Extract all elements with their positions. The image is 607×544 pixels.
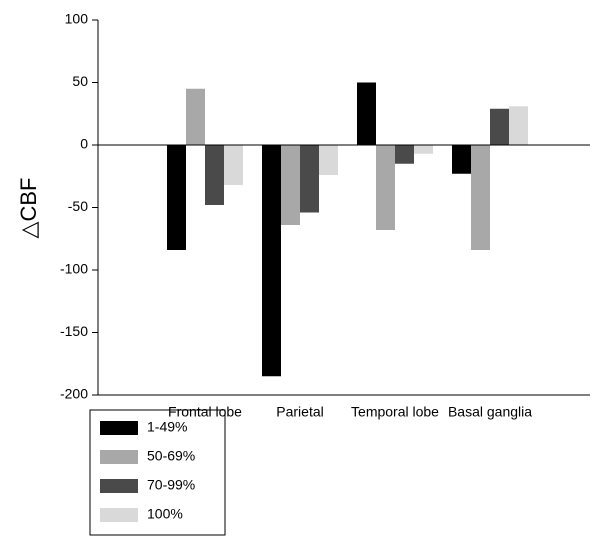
bar <box>376 145 395 230</box>
legend-label: 1-49% <box>147 419 187 435</box>
bar <box>509 106 528 145</box>
bar <box>490 108 509 145</box>
legend-label: 50-69% <box>147 448 195 464</box>
y-axis-label: △CBF <box>16 178 41 239</box>
bar <box>471 145 490 250</box>
bar <box>357 82 376 145</box>
y-tick-label: 50 <box>72 73 88 89</box>
bar <box>167 145 186 250</box>
y-tick-label: -100 <box>60 261 88 277</box>
legend-label: 70-99% <box>147 477 195 493</box>
bar <box>205 145 224 205</box>
bar <box>262 145 281 377</box>
x-tick-label: Parietal <box>276 404 323 420</box>
bar <box>224 145 243 185</box>
legend-swatch <box>100 479 138 493</box>
y-tick-label: -150 <box>60 323 88 339</box>
y-tick-label: -50 <box>68 198 88 214</box>
x-tick-label: Temporal lobe <box>351 404 439 420</box>
legend-label: 100% <box>147 506 183 522</box>
bar <box>300 145 319 213</box>
y-tick-label: 100 <box>65 11 89 27</box>
y-tick-label: 0 <box>80 136 88 152</box>
x-tick-label: Frontal lobe <box>168 404 242 420</box>
legend-swatch <box>100 450 138 464</box>
bar <box>452 145 471 174</box>
bar <box>319 145 338 175</box>
bar <box>395 145 414 164</box>
bar <box>186 88 205 145</box>
legend-swatch <box>100 508 138 522</box>
bar <box>414 145 433 154</box>
x-tick-label: Basal ganglia <box>448 404 532 420</box>
y-tick-label: -200 <box>60 386 88 402</box>
legend-swatch <box>100 421 138 435</box>
bar <box>281 145 300 225</box>
